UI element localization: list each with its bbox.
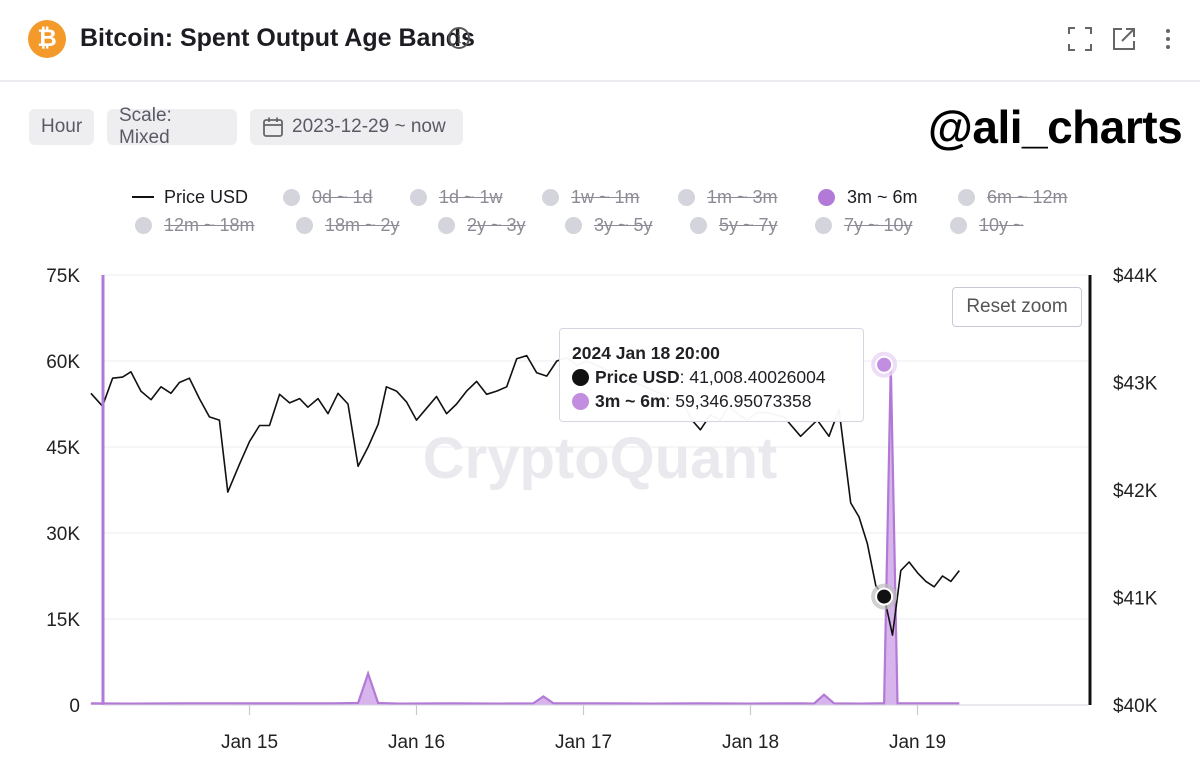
- legend-item[interactable]: 2y ~ 3y: [438, 213, 526, 237]
- legend-item[interactable]: 1m ~ 3m: [678, 185, 778, 209]
- legend-label: 3m ~ 6m: [847, 186, 918, 207]
- info-icon[interactable]: i: [448, 27, 470, 49]
- band-series: [90, 364, 960, 705]
- tooltip-title: 2024 Jan 18 20:00: [572, 343, 720, 363]
- legend-label: 1d ~ 1w: [439, 186, 503, 207]
- legend-label: 3y ~ 5y: [594, 214, 653, 235]
- external-link-icon[interactable]: [1111, 26, 1137, 52]
- legend-dot-icon: [438, 216, 455, 234]
- legend-dot-icon: [410, 188, 427, 206]
- y-left-tick-label: 60K: [46, 352, 80, 373]
- price-line: [90, 354, 960, 636]
- legend-label: 6m ~ 12m: [987, 186, 1068, 207]
- band-dot-icon: [572, 392, 589, 410]
- watermark-handle: @ali_charts: [928, 101, 1183, 153]
- y-right-tick-label: $40K: [1113, 696, 1158, 717]
- legend-label: 2y ~ 3y: [467, 214, 526, 235]
- legend-item[interactable]: 0d ~ 1d: [283, 185, 373, 209]
- price-dot-icon: [572, 368, 589, 386]
- scale-select[interactable]: Scale: Mixed: [107, 105, 237, 148]
- legend-item[interactable]: Price USD: [132, 185, 248, 209]
- legend-item[interactable]: 6m ~ 12m: [958, 185, 1068, 209]
- legend-label: 18m ~ 2y: [325, 214, 400, 235]
- legend-item[interactable]: 1d ~ 1w: [410, 185, 503, 209]
- line-swatch-icon: [132, 196, 154, 198]
- y-right-tick-label: $44K: [1113, 266, 1158, 287]
- tooltip-row-band: 3m ~ 6m: 59,346.95073358: [572, 389, 851, 413]
- legend-label: 5y ~ 7y: [719, 214, 778, 235]
- date-range-picker[interactable]: 2023-12-29 ~ now: [250, 109, 463, 145]
- legend-dot-icon: [135, 216, 152, 234]
- y-left-tick-label: 75K: [46, 266, 80, 287]
- cryptoquant-watermark: CryptoQuant: [423, 426, 777, 491]
- tooltip: 2024 Jan 18 20:00 Price USD: 41,008.4002…: [559, 328, 864, 422]
- legend-label: 1w ~ 1m: [571, 186, 640, 207]
- price-hover-point: [875, 587, 894, 606]
- legend-dot-icon: [296, 216, 313, 234]
- legend-label: 0d ~ 1d: [312, 186, 373, 207]
- legend-dot-icon: [690, 216, 707, 234]
- tooltip-row-price: Price USD: 41,008.40026004: [572, 365, 851, 389]
- legend-item[interactable]: 1w ~ 1m: [542, 185, 640, 209]
- fullscreen-icon[interactable]: [1067, 26, 1093, 52]
- calendar-icon: [263, 117, 283, 137]
- legend-item[interactable]: 18m ~ 2y: [296, 213, 400, 237]
- y-left-tick-label: 0: [69, 696, 80, 717]
- x-tick-label: Jan 18: [722, 732, 779, 753]
- y-left-tick-label: 30K: [46, 524, 80, 545]
- interval-select[interactable]: Hour: [29, 109, 94, 145]
- x-tick-label: Jan 16: [388, 732, 445, 753]
- reset-zoom-button[interactable]: Reset zoom: [952, 287, 1082, 327]
- legend-dot-icon: [283, 188, 300, 206]
- legend-item[interactable]: 3m ~ 6m: [818, 185, 918, 209]
- legend-dot-icon: [818, 188, 835, 206]
- legend-dot-icon: [678, 188, 695, 206]
- hover-markers: [871, 351, 898, 610]
- price-series: [90, 354, 960, 636]
- band-hover-point: [875, 355, 894, 374]
- legend-item[interactable]: 12m ~ 18m: [135, 213, 255, 237]
- legend-dot-icon: [565, 216, 582, 234]
- more-vertical-icon[interactable]: [1155, 26, 1181, 52]
- legend-dot-icon: [542, 188, 559, 206]
- legend-label: 7y ~ 10y: [844, 214, 913, 235]
- bitcoin-logo-icon: ₿: [28, 20, 66, 58]
- page-title: Bitcoin: Spent Output Age Bands: [80, 24, 475, 52]
- y-right-tick-label: $43K: [1113, 374, 1158, 395]
- x-tick-label: Jan 15: [221, 732, 278, 753]
- legend-item[interactable]: 3y ~ 5y: [565, 213, 653, 237]
- legend-label: Price USD: [164, 186, 249, 207]
- y-left-tick-label: 45K: [46, 438, 80, 459]
- legend-dot-icon: [815, 216, 832, 234]
- legend-dot-icon: [950, 216, 967, 234]
- tooltip-series-name: Price USD: [595, 367, 680, 387]
- legend-label: 1m ~ 3m: [707, 186, 778, 207]
- legend-item[interactable]: 7y ~ 10y: [815, 213, 913, 237]
- y-left-tick-label: 15K: [46, 610, 80, 631]
- legend-dot-icon: [958, 188, 975, 206]
- y-right-tick-label: $41K: [1113, 589, 1158, 610]
- tooltip-value: 59,346.95073358: [675, 391, 812, 411]
- legend-label: 10y ~: [979, 214, 1024, 235]
- legend-item[interactable]: 5y ~ 7y: [690, 213, 778, 237]
- legend-label: 12m ~ 18m: [164, 214, 255, 235]
- tooltip-series-name: 3m ~ 6m: [595, 391, 666, 411]
- chart-header: ₿ Bitcoin: Spent Output Age Bands i: [0, 0, 1200, 82]
- x-tick-label: Jan 19: [889, 732, 946, 753]
- y-right-tick-label: $42K: [1113, 481, 1158, 502]
- band-line: [90, 364, 960, 705]
- x-tick-label: Jan 17: [555, 732, 612, 753]
- date-range-label: 2023-12-29 ~ now: [292, 116, 446, 137]
- tooltip-value: 41,008.40026004: [689, 367, 826, 387]
- legend-item[interactable]: 10y ~: [950, 213, 1024, 237]
- axes: 0 15K 30K 45K 60K 75K $40K $41K $42K $43K $44K Jan …: [46, 266, 1158, 753]
